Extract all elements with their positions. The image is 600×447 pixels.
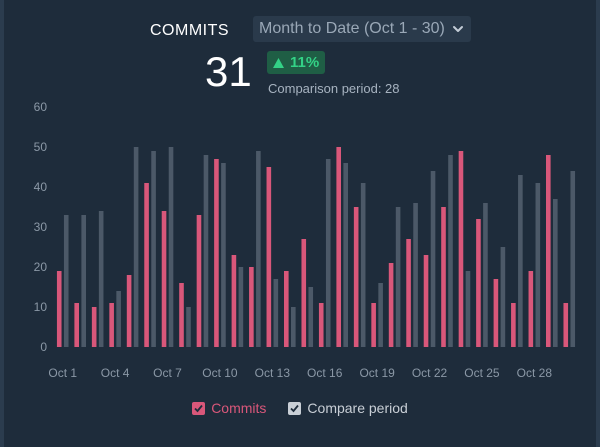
bar-commits: [318, 303, 324, 347]
bar-compare: [360, 183, 366, 347]
x-tick-label: Oct 4: [101, 366, 130, 380]
y-tick-label: 40: [34, 180, 48, 194]
bar-compare: [98, 211, 104, 347]
bar-commits: [284, 271, 289, 347]
bar-compare: [116, 291, 121, 347]
x-tick-label: Oct 13: [255, 366, 291, 380]
bar-commits: [441, 207, 446, 347]
bar-compare: [168, 147, 174, 347]
bar-commits: [126, 275, 132, 347]
bar-compare: [81, 215, 86, 347]
x-tick-label: Oct 22: [412, 366, 448, 380]
y-tick-label: 30: [34, 220, 48, 234]
bar-commits: [546, 155, 551, 347]
bar-compare: [291, 307, 296, 347]
bar-commits: [353, 207, 359, 347]
bar-commits: [336, 147, 341, 347]
bar-commits: [458, 151, 464, 347]
bar-commits: [388, 263, 394, 347]
panel-border-right: [596, 0, 600, 447]
x-tick-label: Oct 7: [153, 366, 182, 380]
bar-compare: [413, 203, 418, 347]
chart-legend: Commits Compare period: [0, 400, 600, 416]
bar-commits: [423, 255, 429, 347]
bar-commits: [301, 239, 307, 347]
bar-compare: [308, 287, 314, 347]
bar-compare: [465, 271, 471, 347]
bar-compare: [518, 175, 523, 347]
bar-compare: [325, 159, 331, 347]
bar-compare: [186, 307, 191, 347]
x-tick-label: Oct 10: [202, 366, 238, 380]
bar-commits: [161, 211, 167, 347]
bar-compare: [500, 247, 506, 347]
bar-compare: [273, 279, 279, 347]
bar-compare: [256, 151, 261, 347]
bar-compare: [133, 147, 139, 347]
bar-commits: [144, 183, 149, 347]
bar-commits: [371, 303, 376, 347]
bar-compare: [238, 267, 244, 347]
period-select[interactable]: Month to Date (Oct 1 - 30): [253, 16, 471, 42]
panel-border-left: [0, 0, 4, 447]
bar-commits: [249, 267, 254, 347]
bar-commits: [214, 159, 219, 347]
checkbox-icon: [288, 401, 302, 415]
x-tick-label: Oct 16: [307, 366, 343, 380]
x-tick-label: Oct 19: [359, 366, 395, 380]
bar-compare: [570, 171, 576, 347]
bar-compare: [343, 163, 348, 347]
bar-commits: [179, 283, 184, 347]
bar-compare: [448, 155, 453, 347]
bar-commits: [196, 215, 202, 347]
bar-commits: [91, 307, 97, 347]
bar-compare: [535, 183, 541, 347]
delta-badge: 11%: [267, 51, 326, 74]
x-tick-label: Oct 25: [464, 366, 500, 380]
delta-value: 11%: [290, 54, 320, 71]
bar-commits: [493, 279, 499, 347]
bar-commits: [406, 239, 411, 347]
bar-compare: [430, 171, 436, 347]
y-tick-label: 60: [34, 100, 48, 114]
legend-label-compare: Compare period: [307, 400, 408, 416]
checkbox-icon: [192, 401, 206, 415]
x-tick-label: Oct 28: [517, 366, 553, 380]
bar-commits: [266, 167, 272, 347]
bar-commits: [74, 303, 79, 347]
bar-commits: [528, 271, 534, 347]
period-select-label: Month to Date (Oct 1 - 30): [259, 20, 445, 37]
commit-count: 31: [205, 48, 252, 95]
bar-compare: [203, 155, 209, 347]
chevron-down-icon: [452, 26, 463, 32]
bar-compare: [395, 207, 401, 347]
legend-item-commits[interactable]: Commits: [192, 400, 266, 416]
y-tick-label: 0: [40, 340, 47, 354]
bar-compare: [378, 283, 383, 347]
bar-commits: [56, 271, 62, 347]
metric-title: COMMITS: [150, 22, 230, 39]
bar-compare: [63, 215, 69, 347]
x-tick-label: Oct 1: [48, 366, 77, 380]
bar-compare: [483, 203, 488, 347]
legend-item-compare[interactable]: Compare period: [288, 400, 408, 416]
bar-commits: [563, 303, 569, 347]
bar-commits: [476, 219, 481, 347]
bar-commits: [231, 255, 237, 347]
up-arrow-icon: [273, 57, 284, 68]
bar-commits: [109, 303, 114, 347]
y-tick-label: 50: [34, 140, 48, 154]
bar-commits: [511, 303, 516, 347]
y-tick-label: 20: [34, 260, 48, 274]
y-tick-label: 10: [34, 300, 48, 314]
legend-label-commits: Commits: [211, 400, 267, 416]
bar-compare: [553, 199, 558, 347]
bar-compare: [221, 163, 226, 347]
comparison-text: Comparison period: 28: [268, 81, 400, 96]
bar-compare: [151, 151, 156, 347]
